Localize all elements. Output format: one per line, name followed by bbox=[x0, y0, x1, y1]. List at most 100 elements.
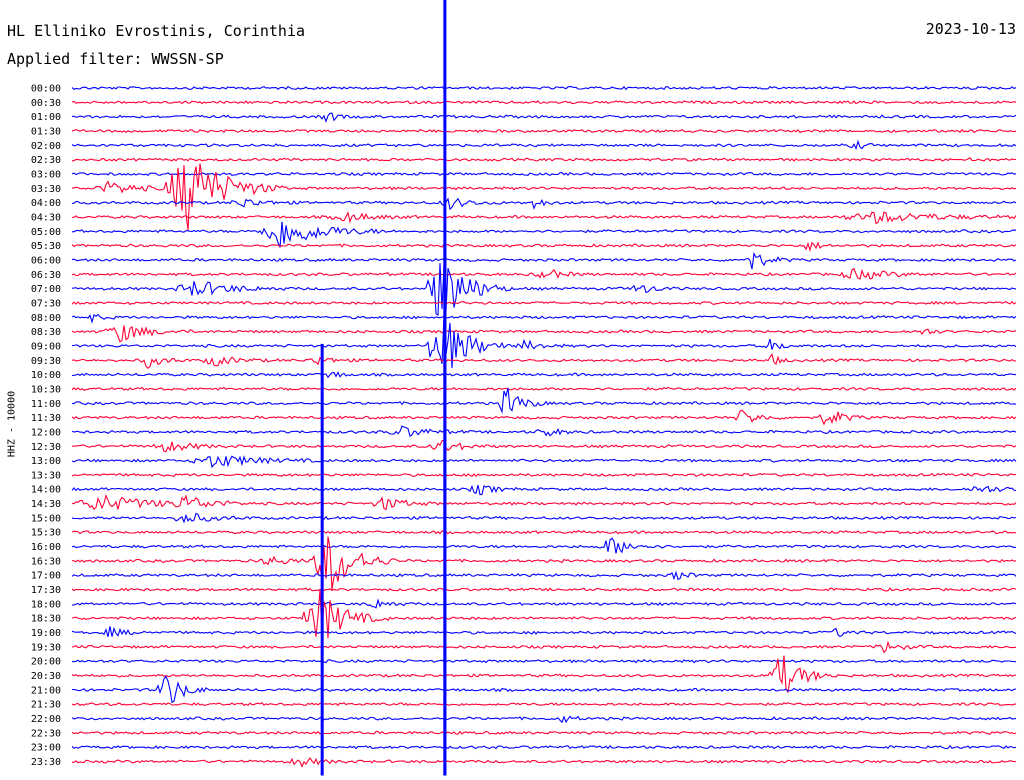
time-label: 12:00 bbox=[31, 427, 61, 438]
trace-line bbox=[71, 493, 1017, 511]
time-label: 16:00 bbox=[31, 542, 61, 553]
time-label: 00:30 bbox=[31, 98, 61, 109]
trace-line bbox=[71, 715, 1017, 724]
trace-line bbox=[71, 386, 1017, 391]
trace-line bbox=[71, 263, 1017, 317]
station-title: HL Elliniko Evrostinis, Corinthia bbox=[7, 22, 306, 40]
time-label: 12:30 bbox=[31, 442, 61, 453]
trace-line bbox=[71, 455, 1017, 469]
trace-line bbox=[71, 536, 1017, 590]
time-label: 15:30 bbox=[31, 528, 61, 539]
trace-line bbox=[71, 371, 1017, 379]
trace-line bbox=[71, 325, 1017, 343]
time-label: 17:00 bbox=[31, 571, 61, 582]
time-label: 10:00 bbox=[31, 370, 61, 381]
trace-line bbox=[71, 425, 1017, 438]
trace-line bbox=[71, 316, 1017, 369]
time-label: 17:30 bbox=[31, 585, 61, 596]
trace-line bbox=[72, 163, 1017, 231]
time-label: 01:00 bbox=[31, 112, 61, 123]
trace-line bbox=[71, 655, 1017, 694]
time-label: 11:30 bbox=[31, 413, 61, 424]
time-label: 07:30 bbox=[31, 298, 61, 309]
time-label: 02:00 bbox=[31, 141, 61, 152]
time-label: 22:00 bbox=[31, 714, 61, 725]
trace-line bbox=[71, 640, 1017, 654]
trace-line bbox=[71, 387, 1017, 414]
trace-line bbox=[71, 730, 1017, 735]
trace-line bbox=[71, 626, 1017, 638]
trace-line bbox=[71, 85, 1017, 91]
time-label: 08:30 bbox=[31, 327, 61, 338]
trace-line bbox=[71, 530, 1017, 535]
time-label: 18:30 bbox=[31, 614, 61, 625]
trace-line bbox=[71, 439, 1017, 453]
trace-line bbox=[71, 589, 1017, 639]
trace-line bbox=[71, 484, 1017, 496]
time-label: 05:00 bbox=[31, 227, 61, 238]
trace-line bbox=[71, 570, 1017, 581]
time-label: 13:30 bbox=[31, 470, 61, 481]
time-label: 03:30 bbox=[31, 184, 61, 195]
time-label: 00:00 bbox=[31, 84, 61, 95]
time-label: 08:00 bbox=[31, 313, 61, 324]
trace-line bbox=[71, 744, 1017, 750]
time-label: 09:00 bbox=[31, 341, 61, 352]
filter-label: Applied filter: WWSSN-SP bbox=[7, 50, 224, 68]
time-label: 18:00 bbox=[31, 599, 61, 610]
time-label: 11:00 bbox=[31, 399, 61, 410]
trace-line bbox=[71, 675, 1017, 704]
time-label: 14:30 bbox=[31, 499, 61, 510]
trace-line bbox=[71, 313, 1017, 324]
trace-line bbox=[71, 156, 1017, 162]
trace-line bbox=[71, 211, 1017, 225]
trace-line bbox=[71, 251, 1017, 270]
time-label: 23:00 bbox=[31, 743, 61, 754]
trace-line bbox=[71, 757, 1017, 768]
trace-line bbox=[71, 598, 1017, 609]
time-label: 14:00 bbox=[31, 485, 61, 496]
trace-line bbox=[71, 701, 1017, 707]
time-label: 06:00 bbox=[31, 255, 61, 266]
trace-line bbox=[71, 197, 1017, 211]
trace-line bbox=[72, 659, 1017, 664]
time-label: 15:00 bbox=[31, 513, 61, 524]
trace-line bbox=[71, 300, 1017, 306]
time-label: 20:30 bbox=[31, 671, 61, 682]
trace-line bbox=[71, 512, 1017, 524]
time-label: 01:30 bbox=[31, 126, 61, 137]
time-label: 05:30 bbox=[31, 241, 61, 252]
time-label: 13:00 bbox=[31, 456, 61, 467]
trace-line bbox=[71, 268, 1017, 280]
time-label: 19:00 bbox=[31, 628, 61, 639]
trace-line bbox=[71, 409, 1017, 426]
time-label: 07:00 bbox=[31, 284, 61, 295]
time-label: 02:30 bbox=[31, 155, 61, 166]
time-label: 03:00 bbox=[31, 169, 61, 180]
time-label: 06:30 bbox=[31, 270, 61, 281]
trace-line bbox=[71, 587, 1017, 592]
time-label: 21:00 bbox=[31, 685, 61, 696]
time-label: 04:00 bbox=[31, 198, 61, 209]
time-label: 09:30 bbox=[31, 356, 61, 367]
trace-line bbox=[71, 112, 1017, 124]
trace-line bbox=[71, 100, 1017, 105]
time-label: 04:30 bbox=[31, 212, 61, 223]
trace-line bbox=[71, 537, 1017, 554]
trace-line bbox=[71, 171, 1017, 177]
time-label: 21:30 bbox=[31, 700, 61, 711]
trace-line bbox=[71, 472, 1017, 478]
time-label: 20:00 bbox=[31, 657, 61, 668]
trace-line bbox=[71, 139, 1017, 151]
time-label: 22:30 bbox=[31, 728, 61, 739]
trace-line bbox=[71, 353, 1017, 369]
time-label: 16:30 bbox=[31, 556, 61, 567]
time-label: 19:30 bbox=[31, 642, 61, 653]
trace-line bbox=[71, 128, 1017, 134]
trace-line bbox=[71, 241, 1017, 253]
date-label: 2023-10-13 bbox=[925, 20, 1016, 38]
time-label: 10:30 bbox=[31, 384, 61, 395]
trace-line bbox=[71, 221, 1017, 248]
time-label: 23:30 bbox=[31, 757, 61, 768]
